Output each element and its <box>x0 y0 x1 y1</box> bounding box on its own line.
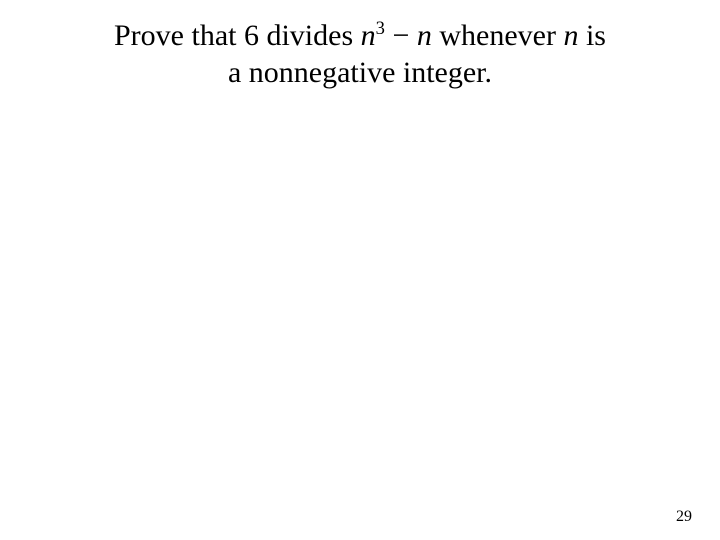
title-whenever: whenever <box>432 19 564 52</box>
page-number: 29 <box>676 508 692 526</box>
title-exponent: 3 <box>376 18 385 39</box>
title-var-n3: n <box>563 19 578 52</box>
title-line-2: a nonnegative integer. <box>228 56 492 89</box>
slide: Prove that 6 divides n3 − n whenever n i… <box>0 0 720 540</box>
slide-title: Prove that 6 divides n3 − n whenever n i… <box>0 18 720 91</box>
title-var-n2: n <box>417 19 432 52</box>
title-prefix: Prove that 6 divides <box>114 19 361 52</box>
title-var-n1: n <box>361 19 376 52</box>
title-minus: − <box>385 19 417 52</box>
title-suffix-1: is <box>578 19 606 52</box>
